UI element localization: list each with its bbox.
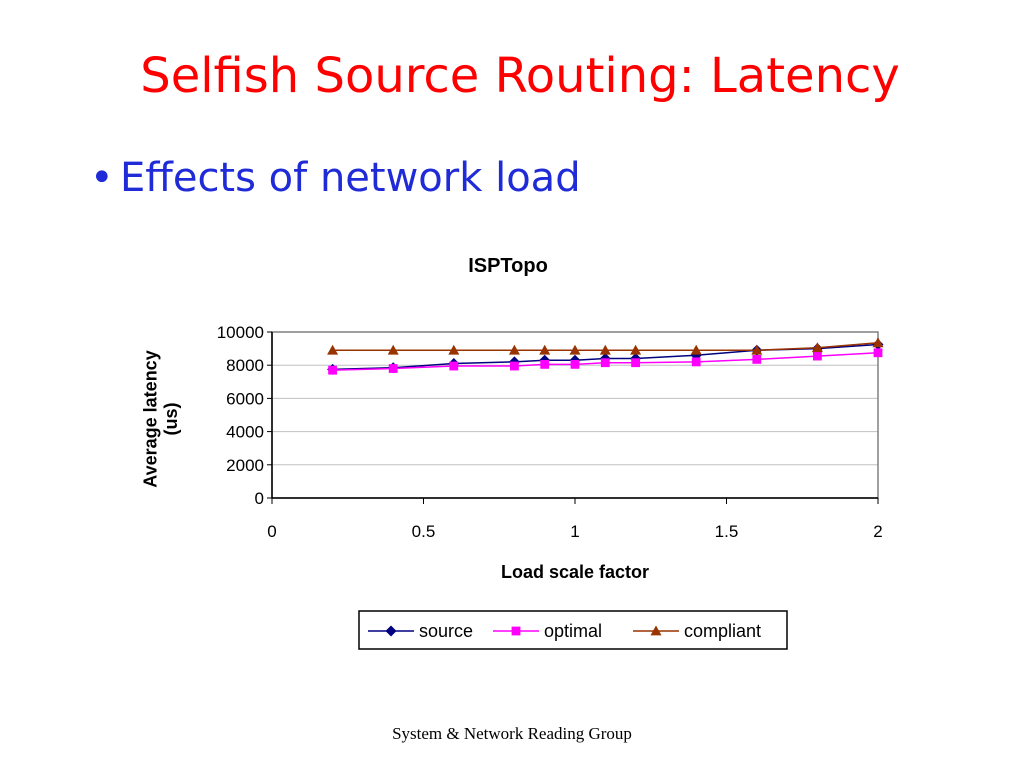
y-tick-label: 0 xyxy=(255,489,264,508)
data-point-triangle xyxy=(872,337,884,348)
series-line xyxy=(332,352,879,371)
data-point-triangle xyxy=(811,342,823,353)
y-tick-label: 8000 xyxy=(226,356,264,375)
legend-label: compliant xyxy=(684,621,761,641)
x-tick-label: 0.5 xyxy=(412,522,436,541)
data-point-square xyxy=(600,358,610,368)
legend-box xyxy=(358,610,788,650)
y-tick-label: 6000 xyxy=(226,389,264,408)
data-point-triangle xyxy=(508,344,520,355)
data-point-triangle xyxy=(387,344,399,355)
y-axis-label: Average latency(us) xyxy=(140,350,181,487)
chart-axes xyxy=(267,331,879,504)
data-point-triangle xyxy=(539,344,551,355)
y-tick-label: 4000 xyxy=(226,423,264,442)
y-tick-label: 10000 xyxy=(217,323,264,342)
data-point-triangle xyxy=(599,344,611,355)
y-tick-label: 2000 xyxy=(226,456,264,475)
data-point-triangle xyxy=(690,344,702,355)
legend-item-compliant: compliant xyxy=(633,621,761,641)
series-line xyxy=(332,342,879,352)
data-point-triangle xyxy=(327,344,339,355)
x-tick-labels: 0 0.5 1 1.5 2 xyxy=(267,522,882,541)
x-tick-label: 0 xyxy=(267,522,276,541)
legend-label: source xyxy=(419,621,473,641)
bullet-dot-icon: • xyxy=(90,155,114,201)
series-compliant xyxy=(327,337,884,355)
slide-title: Selfish Source Routing: Latency xyxy=(140,48,900,104)
data-point-triangle xyxy=(569,344,581,355)
y-tick-labels: 0 2000 4000 6000 8000 10000 xyxy=(217,323,264,508)
data-point-square xyxy=(449,361,459,371)
legend-item-source: source xyxy=(368,621,473,641)
data-point-square xyxy=(631,358,640,368)
chart-title: ISPTopo xyxy=(468,255,548,277)
data-point-square xyxy=(511,626,521,636)
x-tick-label: 1 xyxy=(570,522,579,541)
bullet-item: • Effects of network load xyxy=(90,150,581,206)
data-point-square xyxy=(691,357,701,367)
data-point-triangle xyxy=(751,344,763,355)
y-axis-label-line: (us) xyxy=(161,403,181,436)
footer-text: System & Network Reading Group xyxy=(392,724,632,743)
data-point-triangle xyxy=(448,344,460,355)
data-point-triangle xyxy=(650,625,662,636)
data-point-square xyxy=(752,354,762,364)
data-point-diamond xyxy=(385,625,397,637)
data-point-square xyxy=(570,359,580,369)
bullet-text: Effects of network load xyxy=(120,155,581,201)
data-point-square xyxy=(873,348,883,358)
x-tick-label: 2 xyxy=(873,522,882,541)
y-axis-label-line: Average latency xyxy=(140,350,160,487)
legend-item-optimal: optimal xyxy=(493,621,602,641)
legend-label: optimal xyxy=(544,621,602,641)
series-optimal xyxy=(328,348,883,375)
data-point-triangle xyxy=(630,344,642,355)
chart-series xyxy=(327,337,884,375)
data-point-square xyxy=(510,361,519,371)
chart-legend: source optimal compliant xyxy=(358,610,788,650)
data-point-square xyxy=(388,364,398,373)
data-point-square xyxy=(328,365,337,375)
data-point-square xyxy=(813,351,822,361)
x-tick-label: 1.5 xyxy=(715,522,739,541)
x-axis-label: Load scale factor xyxy=(501,562,649,582)
data-point-square xyxy=(540,359,550,369)
